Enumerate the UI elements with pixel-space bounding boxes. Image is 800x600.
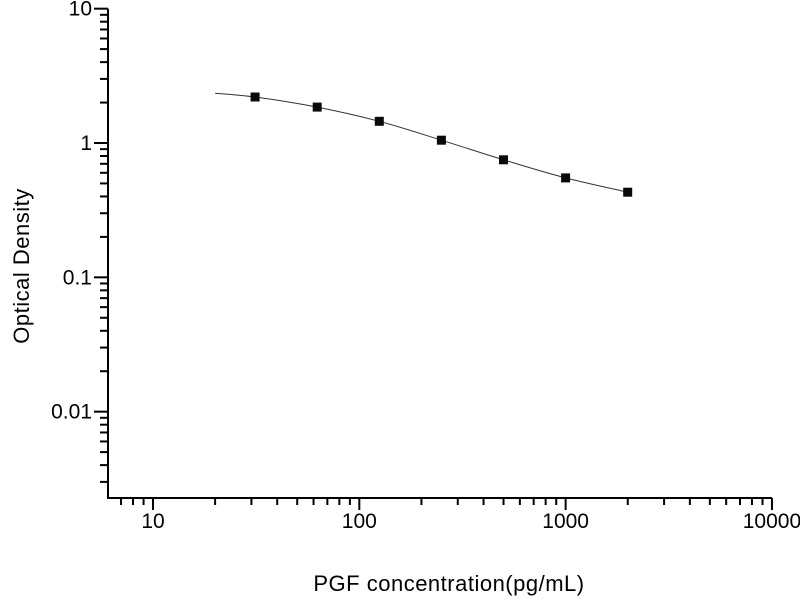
axis-spines bbox=[107, 8, 772, 499]
y-axis-title: Optical Density bbox=[9, 188, 34, 344]
axis-tick-labels: 10 100 1000 10000 10 1 0.1 0.01 bbox=[51, 0, 800, 533]
x-tick-label: 10 bbox=[141, 510, 164, 533]
y-tick-label: 0.01 bbox=[51, 401, 92, 424]
data-point-marker bbox=[561, 173, 571, 183]
data-point-marker bbox=[623, 187, 633, 197]
x-tick-label: 100 bbox=[342, 510, 377, 533]
y-tick-label: 0.1 bbox=[63, 266, 92, 289]
data-point-marker bbox=[374, 116, 384, 126]
y-tick-label: 1 bbox=[80, 132, 92, 155]
data-series bbox=[215, 92, 633, 197]
data-point-marker bbox=[436, 135, 446, 145]
x-tick-label: 1000 bbox=[542, 510, 589, 533]
y-tick-label: 10 bbox=[69, 0, 92, 21]
x-axis-title: PGF concentration(pg/mL) bbox=[313, 571, 585, 596]
data-point-marker bbox=[312, 102, 322, 112]
data-point-marker bbox=[250, 92, 260, 102]
axes bbox=[107, 8, 772, 499]
data-point-marker bbox=[499, 155, 508, 165]
fit-line bbox=[215, 92, 628, 193]
axis-ticks bbox=[94, 7, 773, 510]
x-tick-label: 10000 bbox=[743, 510, 800, 533]
